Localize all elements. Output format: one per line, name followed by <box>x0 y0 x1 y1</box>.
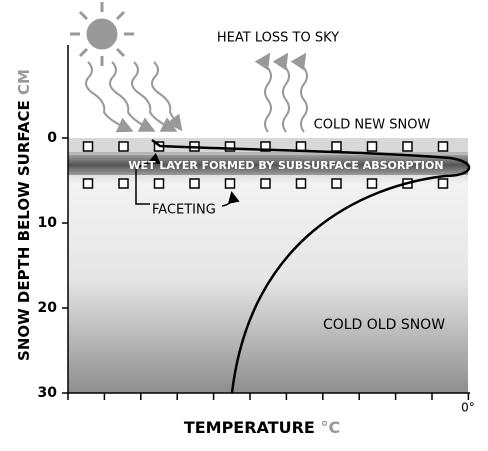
crystal <box>295 178 307 189</box>
y-axis-title: SNOW DEPTH BELOW SURFACE CM <box>15 69 33 361</box>
crystal <box>331 178 342 189</box>
crystal <box>82 178 94 189</box>
crystal <box>366 141 378 152</box>
crystal <box>402 141 413 152</box>
crystal <box>224 178 236 189</box>
sun <box>70 2 134 66</box>
crystal <box>153 178 165 189</box>
x-axis-title: TEMPERATURE °C <box>184 418 340 437</box>
new-snow-label: COLD NEW SNOW <box>314 118 431 133</box>
crystal <box>331 141 342 152</box>
faceting-label: FACETING <box>152 203 216 218</box>
crystal <box>260 178 271 189</box>
crystal <box>118 178 129 189</box>
crystal <box>224 141 236 152</box>
heat-loss-label: HEAT LOSS TO SKY <box>217 31 339 46</box>
heat-waves <box>254 52 308 133</box>
crystal <box>189 178 200 189</box>
y-tick-label: 0 <box>47 130 57 146</box>
sun-rays <box>85 61 183 133</box>
crystal <box>118 141 129 152</box>
crystal <box>260 141 271 152</box>
faceting-bracket <box>135 152 161 205</box>
y-tick-label: 30 <box>38 385 58 401</box>
y-tick-label: 10 <box>38 215 58 231</box>
crystal <box>437 178 449 189</box>
temperature-profile <box>151 139 471 394</box>
axes <box>67 45 470 394</box>
x-ticks <box>67 393 470 400</box>
old-snow-label: COLD OLD SNOW <box>323 317 445 333</box>
wet-layer-label: WET LAYER FORMED BY SUBSURFACE ABSORPTIO… <box>128 159 443 172</box>
y-ticks: 0 10 20 30 <box>38 130 68 401</box>
crystal <box>366 178 378 189</box>
x-end-label: 0° <box>461 401 475 415</box>
y-tick-label: 20 <box>38 300 58 316</box>
crystal <box>437 141 449 152</box>
snowpack <box>68 138 468 393</box>
crystal <box>82 141 94 152</box>
faceting-arrow <box>221 191 240 207</box>
